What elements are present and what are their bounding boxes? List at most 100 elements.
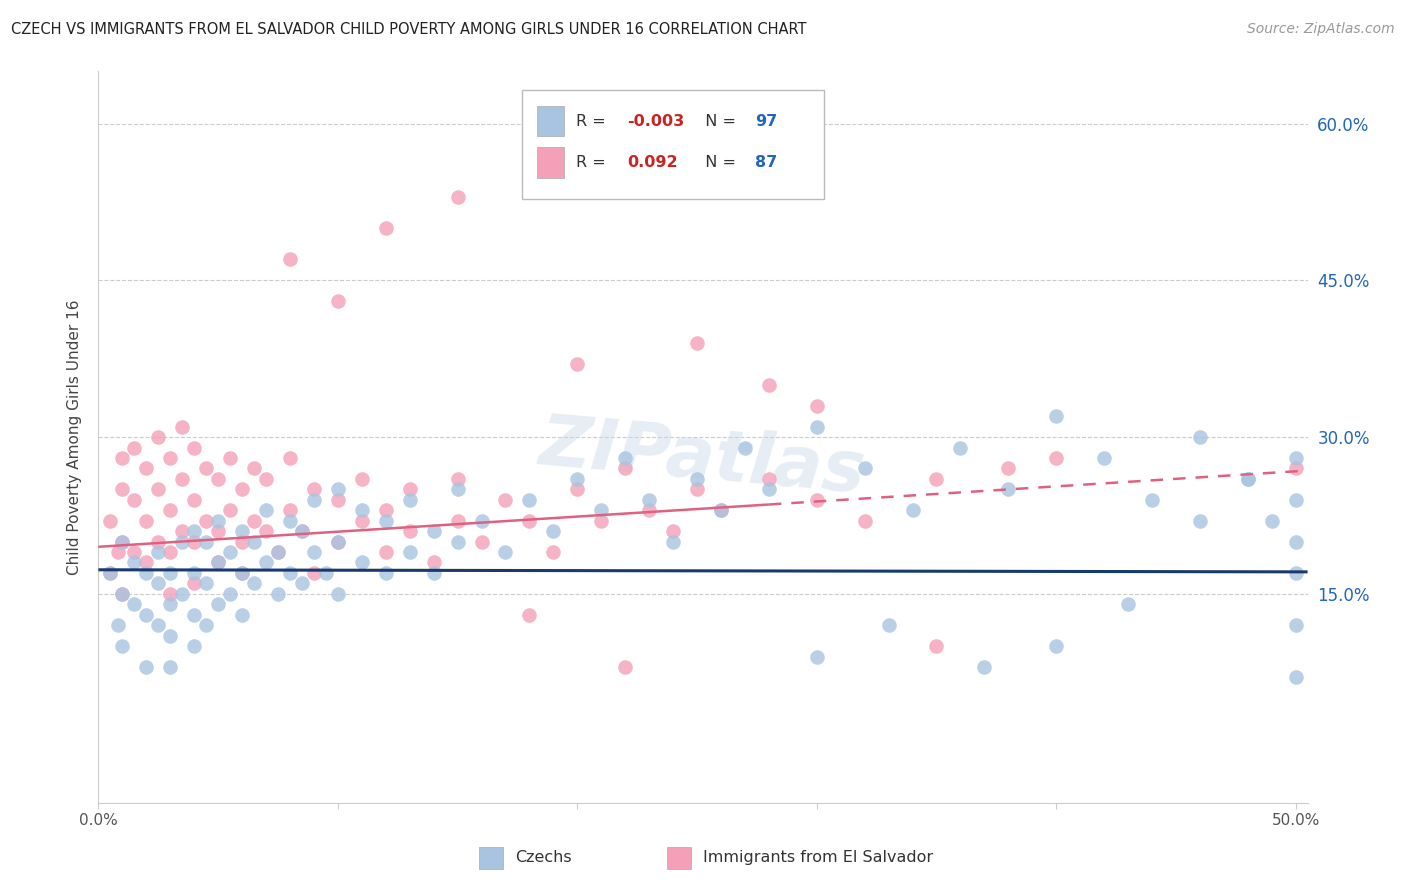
- Point: [124, 441, 146, 455]
- Point: [231, 607, 253, 622]
- Point: [446, 514, 468, 528]
- Text: CZECH VS IMMIGRANTS FROM EL SALVADOR CHILD POVERTY AMONG GIRLS UNDER 16 CORRELAT: CZECH VS IMMIGRANTS FROM EL SALVADOR CHI…: [11, 22, 807, 37]
- Text: N =: N =: [695, 113, 741, 128]
- Point: [135, 660, 157, 674]
- Point: [806, 492, 828, 507]
- Point: [111, 587, 134, 601]
- Point: [350, 472, 373, 486]
- Y-axis label: Child Poverty Among Girls Under 16: Child Poverty Among Girls Under 16: [67, 300, 83, 574]
- Point: [614, 450, 637, 465]
- Point: [1236, 472, 1258, 486]
- Text: 87: 87: [755, 155, 778, 170]
- Point: [183, 607, 205, 622]
- Point: [326, 483, 349, 497]
- Point: [111, 534, 134, 549]
- Point: [100, 514, 122, 528]
- Point: [591, 514, 613, 528]
- Point: [997, 483, 1019, 497]
- Point: [148, 618, 170, 632]
- Point: [107, 618, 129, 632]
- Point: [422, 566, 444, 580]
- Point: [231, 524, 253, 538]
- Point: [111, 587, 134, 601]
- Point: [219, 587, 242, 601]
- Point: [853, 461, 876, 475]
- Point: [567, 357, 589, 371]
- Point: [195, 514, 218, 528]
- Point: [470, 514, 492, 528]
- Point: [638, 503, 661, 517]
- Point: [1284, 492, 1306, 507]
- Point: [614, 461, 637, 475]
- Point: [207, 556, 229, 570]
- Point: [183, 524, 205, 538]
- Point: [135, 607, 157, 622]
- Text: Source: ZipAtlas.com: Source: ZipAtlas.com: [1247, 22, 1395, 37]
- Point: [398, 483, 420, 497]
- Point: [374, 503, 396, 517]
- Point: [1116, 597, 1139, 611]
- Point: [326, 492, 349, 507]
- Text: R =: R =: [576, 155, 612, 170]
- Point: [278, 503, 301, 517]
- Point: [111, 639, 134, 653]
- Point: [949, 441, 972, 455]
- Point: [195, 576, 218, 591]
- Point: [1284, 534, 1306, 549]
- Point: [734, 441, 756, 455]
- Point: [591, 503, 613, 517]
- Point: [806, 649, 828, 664]
- Point: [231, 483, 253, 497]
- Point: [806, 419, 828, 434]
- Point: [1284, 461, 1306, 475]
- Point: [877, 618, 900, 632]
- Point: [997, 461, 1019, 475]
- Point: [159, 597, 181, 611]
- Point: [100, 566, 122, 580]
- Point: [159, 503, 181, 517]
- Point: [207, 597, 229, 611]
- Point: [350, 503, 373, 517]
- Point: [519, 607, 541, 622]
- Point: [853, 514, 876, 528]
- Point: [111, 534, 134, 549]
- Text: R =: R =: [576, 113, 612, 128]
- Point: [148, 545, 170, 559]
- Point: [267, 587, 290, 601]
- Point: [159, 629, 181, 643]
- Point: [107, 545, 129, 559]
- Point: [638, 492, 661, 507]
- Point: [195, 534, 218, 549]
- Point: [124, 492, 146, 507]
- FancyBboxPatch shape: [522, 90, 824, 200]
- Point: [1140, 492, 1163, 507]
- Point: [278, 252, 301, 267]
- Text: 0.092: 0.092: [627, 155, 678, 170]
- Point: [302, 545, 325, 559]
- Point: [278, 566, 301, 580]
- Point: [302, 566, 325, 580]
- Point: [207, 556, 229, 570]
- Point: [243, 576, 266, 591]
- Point: [207, 524, 229, 538]
- Point: [495, 492, 517, 507]
- Point: [243, 461, 266, 475]
- Point: [350, 514, 373, 528]
- Point: [231, 534, 253, 549]
- Point: [291, 524, 314, 538]
- Point: [1188, 514, 1211, 528]
- Point: [374, 221, 396, 235]
- Point: [806, 399, 828, 413]
- Point: [1284, 566, 1306, 580]
- Point: [254, 472, 277, 486]
- Text: 97: 97: [755, 113, 778, 128]
- Point: [267, 545, 290, 559]
- Point: [662, 534, 685, 549]
- Point: [1092, 450, 1115, 465]
- Point: [398, 492, 420, 507]
- Point: [326, 534, 349, 549]
- Point: [100, 566, 122, 580]
- Point: [326, 587, 349, 601]
- Point: [326, 294, 349, 309]
- Point: [278, 514, 301, 528]
